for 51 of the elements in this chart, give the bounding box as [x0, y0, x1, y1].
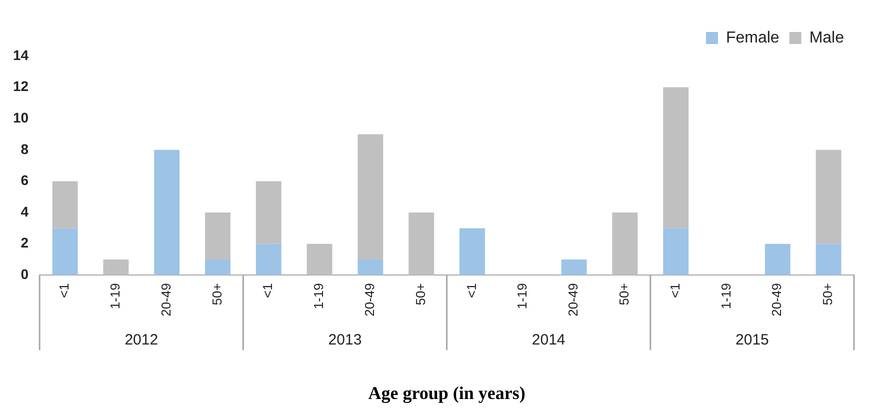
x-tick-label: 20-49 — [158, 283, 174, 316]
text: 2012 — [124, 331, 158, 348]
bar — [154, 150, 180, 276]
x-tick-label: 50+ — [412, 283, 428, 306]
y-tick-label: 4 — [20, 203, 29, 220]
bar — [205, 212, 230, 260]
bar — [103, 260, 129, 276]
bar — [663, 228, 689, 276]
x-tick-label: 50+ — [616, 283, 632, 306]
x-tick-label: 1-19 — [311, 283, 326, 310]
x-tick-label: 20-49 — [566, 283, 581, 316]
bar — [612, 212, 638, 276]
x-tick-label: <1 — [464, 283, 479, 298]
x-tick-label: 20-49 — [362, 283, 378, 316]
legend-label: Female — [726, 29, 780, 46]
y-tick-label: 6 — [20, 172, 29, 188]
y-tick-label: 0 — [20, 266, 29, 282]
bar — [816, 244, 842, 276]
bar — [306, 244, 332, 276]
bar — [358, 260, 384, 276]
x-tick-label: 20-49 — [769, 283, 784, 316]
bar — [663, 87, 689, 228]
text: 2015 — [736, 331, 769, 348]
legend-label: Male — [809, 29, 844, 46]
x-tick-label: <1 — [667, 283, 682, 298]
x-tick-label: 1-19 — [514, 283, 530, 310]
bar — [205, 260, 230, 276]
bar — [561, 260, 587, 276]
y-tick-label: 14 — [12, 46, 29, 63]
x-tick-label: <1 — [260, 283, 276, 298]
x-tick-label: <1 — [56, 283, 72, 298]
y-tick-label: 8 — [20, 140, 29, 157]
bar — [256, 244, 282, 276]
x-tick-label: 50+ — [209, 283, 224, 306]
x-tick-label: 1-19 — [108, 283, 123, 310]
x-tick-label: 1-19 — [718, 283, 734, 310]
bar — [408, 212, 434, 276]
y-tick-label: 2 — [20, 234, 29, 251]
bar — [358, 134, 384, 260]
text: 2013 — [328, 331, 362, 348]
text: 2014 — [532, 331, 566, 348]
x-tick-label: 50+ — [820, 283, 836, 306]
y-tick-label: 12 — [12, 78, 29, 94]
bar — [764, 244, 790, 276]
bar — [816, 150, 842, 244]
bar — [52, 228, 78, 276]
bar — [256, 181, 282, 244]
x-axis-title: Age group (in years) — [368, 382, 526, 403]
bar — [460, 228, 485, 276]
bar — [52, 181, 78, 228]
y-tick-label: 10 — [12, 109, 29, 126]
